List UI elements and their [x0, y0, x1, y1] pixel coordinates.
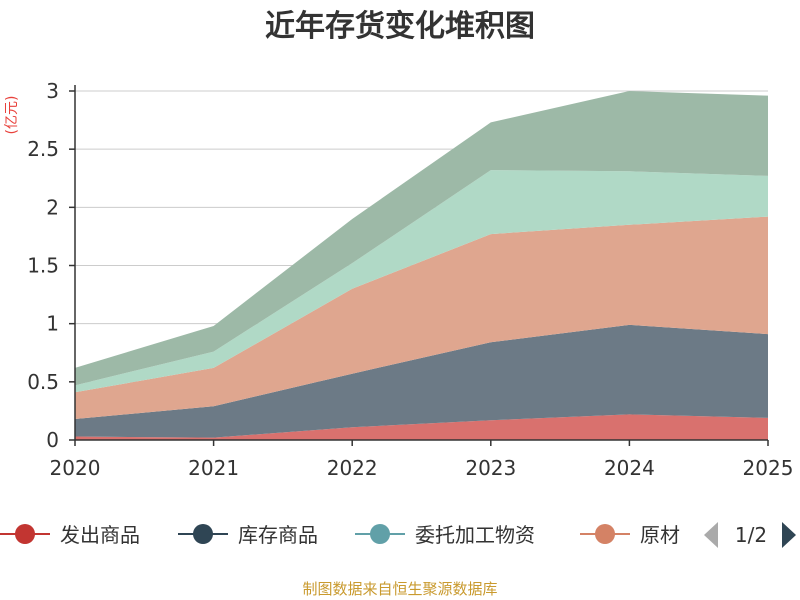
x-tick-label: 2022	[327, 456, 378, 480]
legend-page-indicator: 1/2	[735, 523, 767, 547]
legend-item-3[interactable]: 原材	[580, 523, 680, 547]
area-series-4[interactable]	[75, 170, 768, 393]
legend-marker-icon	[15, 524, 35, 544]
x-tick-label: 2025	[743, 456, 794, 480]
y-tick-label: 0	[46, 428, 59, 452]
chart-title: 近年存货变化堆积图	[265, 9, 535, 44]
y-tick-label: 2.5	[27, 137, 59, 161]
y-axis-unit: (亿元)	[4, 96, 20, 135]
area-series-0[interactable]	[75, 414, 768, 440]
legend-label: 委托加工物资	[415, 523, 535, 547]
y-tick-label: 2	[46, 195, 59, 219]
area-series-3[interactable]	[75, 216, 768, 420]
axes	[69, 85, 769, 446]
legend-next-page-icon[interactable]	[782, 522, 796, 548]
legend-pager: 1/2	[704, 522, 796, 548]
legend-marker-icon	[595, 524, 615, 544]
legend-marker-icon	[193, 524, 213, 544]
y-tick-labels: 0 0.5 1 1.5 2 2.5 3	[27, 79, 59, 452]
legend-label: 原材	[640, 523, 680, 547]
x-tick-label: 2020	[50, 456, 101, 480]
area-series-1[interactable]	[75, 324, 768, 438]
legend-marker-icon	[370, 524, 390, 544]
area-layers	[75, 91, 768, 440]
y-tick-label: 3	[46, 79, 59, 103]
y-tick-label: 1.5	[27, 254, 59, 278]
legend-prev-page-icon[interactable]	[704, 522, 718, 548]
legend: 发出商品 库存商品 委托加工物资 原材	[0, 523, 680, 547]
x-tick-label: 2023	[465, 456, 516, 480]
legend-label: 库存商品	[238, 523, 318, 547]
y-tick-label: 1	[46, 312, 59, 336]
x-tick-label: 2021	[188, 456, 239, 480]
x-tick-label: 2024	[604, 456, 655, 480]
legend-item-2[interactable]: 委托加工物资	[355, 523, 535, 547]
legend-label: 发出商品	[60, 523, 140, 547]
legend-item-0[interactable]: 发出商品	[0, 523, 140, 547]
y-tick-label: 0.5	[27, 370, 59, 394]
x-tick-labels: 2020 2021 2022 2023 2024 2025	[50, 456, 794, 480]
area-series-5[interactable]	[75, 91, 768, 386]
legend-item-1[interactable]: 库存商品	[178, 523, 318, 547]
data-source-note: 制图数据来自恒生聚源数据库	[302, 580, 497, 598]
